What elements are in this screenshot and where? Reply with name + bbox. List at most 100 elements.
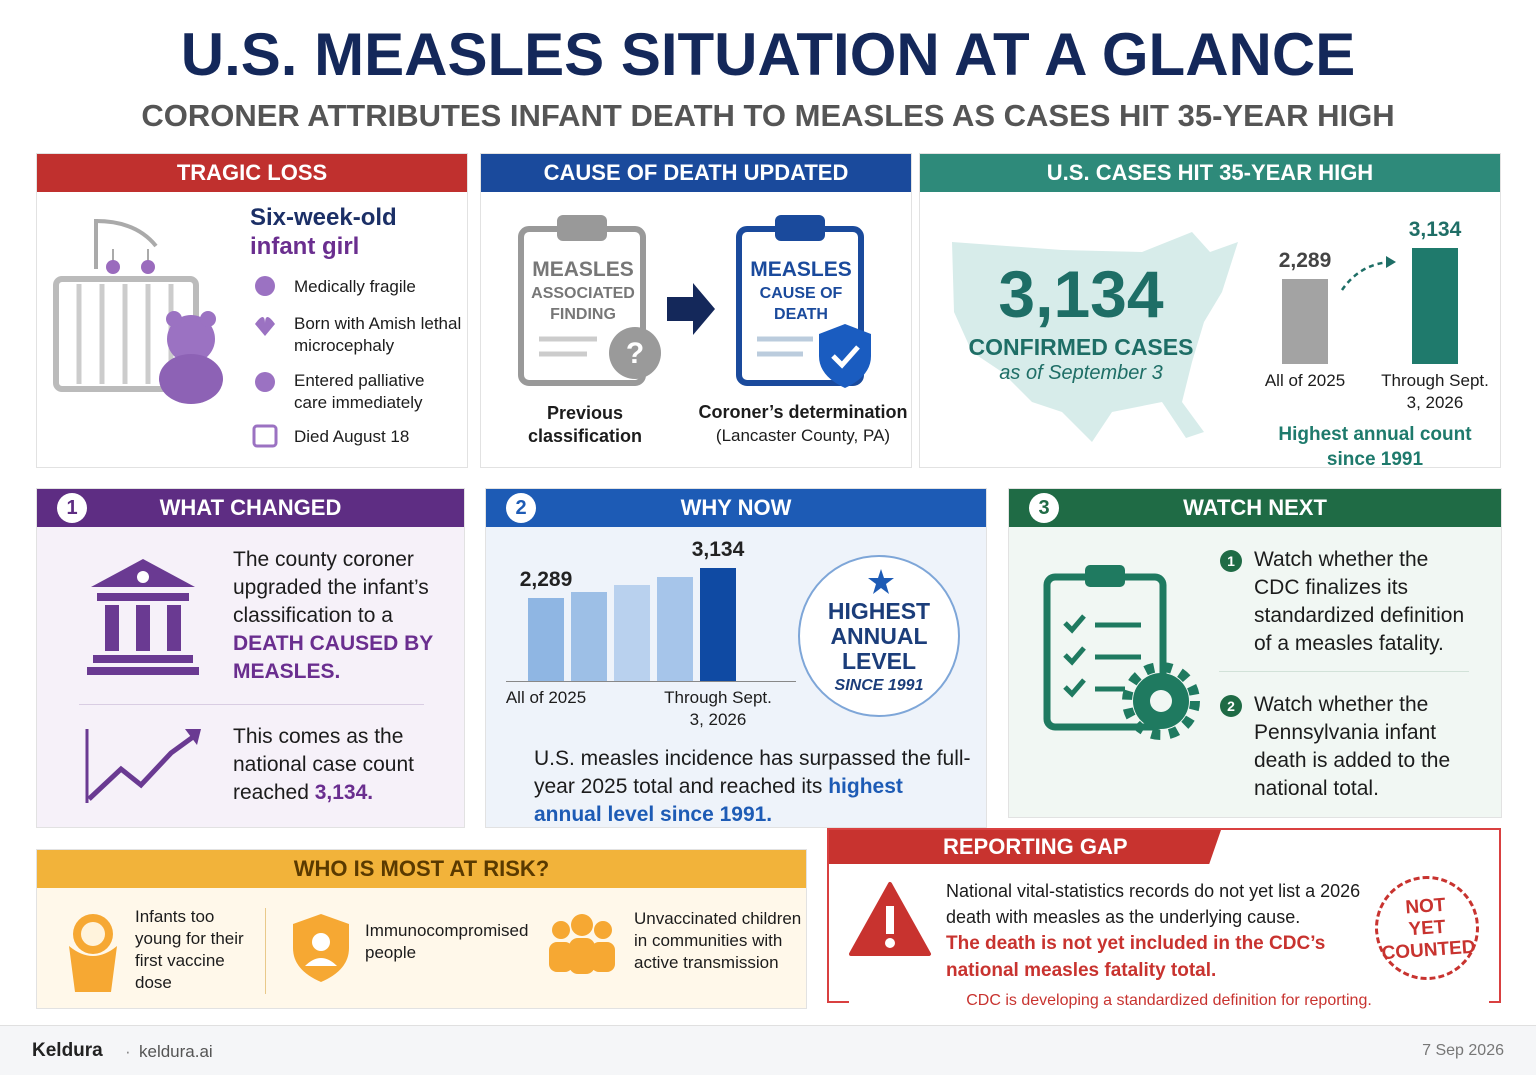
value-label: 2,289 [1278, 249, 1332, 273]
caption: Highest annual count since 1991 [1278, 424, 1472, 470]
panel-number: 2 [506, 493, 536, 523]
divider [265, 908, 266, 994]
badge-line: HIGHEST [827, 598, 931, 624]
watch-next-panel: WATCH NEXT 3 1 Watch whether the CDC fin… [1008, 488, 1502, 818]
checklist-icon [1043, 565, 1200, 740]
value-label: 2,289 [519, 568, 573, 592]
highlight: 3,134. [314, 781, 374, 804]
clipboard-text: ASSOCIATED [531, 285, 635, 302]
category-label: All of 2025 [505, 688, 587, 707]
stamp: NOT YET COUNTED [1371, 872, 1483, 984]
gap-text: National vital-statistics records do not… [946, 881, 1361, 927]
warning-icon [849, 882, 931, 956]
trend-arrow [1340, 256, 1396, 291]
fact: Entered palliative care immediately [294, 371, 425, 412]
subject: Six-week-old [250, 204, 397, 231]
clipboard-text: FINDING [550, 306, 616, 323]
star [868, 569, 894, 594]
what-changed-panel: WHAT CHANGED 1 The county coroner upgrad… [36, 488, 465, 828]
badge-line: ANNUAL [830, 623, 928, 649]
site: keldura.ai [139, 1042, 213, 1061]
bar [700, 568, 736, 681]
divider [79, 704, 424, 705]
big-note: as of September 3 [999, 362, 1163, 384]
panel-heading: TRAGIC LOSS [37, 154, 467, 192]
change-text: This comes as the national case count re… [233, 723, 448, 807]
heading-text: WATCH NEXT [1183, 495, 1327, 520]
heading-text: WHY NOW [680, 495, 792, 520]
risk-group: Infants too young for their first vaccin… [135, 907, 244, 992]
panel-heading: U.S. CASES HIT 35-YEAR HIGH [920, 154, 1500, 192]
highlight: DEATH CAUSED BY MEASLES. [233, 632, 433, 683]
cases-chart: 2,289 All of 2025 3,134 Through Sept. 3, 20… [1256, 204, 1496, 412]
badge: HIGHEST ANNUAL LEVEL SINCE 1991 [798, 555, 960, 717]
change-text: The county coroner upgraded the infant’s… [233, 546, 455, 686]
separator: · [125, 1042, 131, 1061]
big-number: 3,134 [998, 257, 1164, 331]
crib-icon [53, 219, 223, 404]
trend-icon [85, 729, 201, 803]
text: U.S. measles incidence has surpassed the… [534, 747, 971, 798]
clipboard-title: MEASLES [750, 258, 852, 281]
panel-number: 3 [1029, 493, 1059, 523]
clipboard-text: CAUSE OF [759, 285, 843, 302]
text: This comes as the national case count re… [233, 725, 414, 804]
category-label: All of 2025 [1264, 371, 1346, 390]
panel-heading: WHY NOW [486, 489, 986, 527]
reporting-gap-panel: REPORTING GAP National vital-statistics … [827, 828, 1501, 1010]
bar [528, 598, 564, 681]
footnote: CDC is developing a standardized definit… [849, 992, 1489, 1010]
heading-text: WHAT CHANGED [159, 495, 342, 520]
divider [1219, 671, 1469, 672]
cases-panel: U.S. CASES HIT 35-YEAR HIGH 3,134 CONFIR… [919, 153, 1501, 470]
bar [657, 576, 693, 681]
bar [614, 584, 650, 681]
footer: Keldura · keldura.ai 7 Sep 2026 [0, 1025, 1536, 1075]
clipboard-text: DEATH [774, 306, 828, 323]
why-chart: 2,289 All of 2025 3,134 Through Sept. 3, 20… [506, 538, 796, 729]
brand: Keldura [32, 1040, 103, 1061]
panel-heading: CAUSE OF DEATH UPDATED [481, 154, 911, 192]
value-label: 3,134 [691, 538, 745, 561]
panel-heading: WHO IS MOST AT RISK? [37, 850, 806, 888]
panel-heading: WHAT CHANGED [37, 489, 464, 527]
panel-heading: WATCH NEXT [1009, 489, 1501, 527]
fact: Born with Amish lethal microcephaly [294, 314, 462, 355]
panel-heading: REPORTING GAP [829, 830, 1221, 864]
clipboard-icons: ? [518, 215, 871, 388]
fact: Medically fragile [294, 277, 416, 296]
item-number: 2 [1220, 695, 1242, 717]
clipboard-title: MEASLES [532, 258, 634, 281]
date: 7 Sep 2026 [1422, 1042, 1504, 1059]
subtitle: CORONER ATTRIBUTES INFANT DEATH TO MEASL… [141, 98, 1395, 133]
badge-text: HIGHEST ANNUAL LEVEL [800, 599, 958, 674]
fact-icons [252, 276, 278, 448]
at-risk-panel: WHO IS MOST AT RISK? Infants too young f… [36, 849, 807, 1009]
subject: infant girl [250, 233, 360, 260]
us-map [952, 232, 1238, 442]
caption-note: (Lancaster County, PA) [715, 426, 891, 445]
big-label: CONFIRMED CASES [968, 334, 1194, 360]
group-icon [549, 914, 615, 974]
caption: Previous classification [527, 403, 643, 446]
category-label: Through Sept. 3, 2026 [664, 688, 772, 729]
title: U.S. MEASLES SITUATION AT A GLANCE [180, 21, 1356, 88]
shield-icon [293, 914, 349, 982]
panel-number: 1 [57, 493, 87, 523]
caption: Coroner’s determination [698, 402, 908, 422]
badge-line: LEVEL [841, 648, 917, 674]
courthouse-icon [87, 559, 199, 675]
risk-group: Immunocompromised people [365, 921, 529, 962]
highlight: highest annual level since 1991. [534, 775, 903, 826]
watch-item: Watch whether the CDC finalizes its stan… [1254, 548, 1465, 655]
text: The county coroner upgraded the infant’s… [233, 548, 429, 627]
fact: Died August 18 [294, 427, 410, 446]
risk-group: Unvaccinated children in communities wit… [634, 909, 802, 972]
why-text: U.S. measles incidence has surpassed the… [534, 745, 974, 829]
category-label: Through Sept. 3, 2026 [1381, 371, 1489, 412]
bar [571, 591, 607, 681]
gap-highlight: The death is not yet included in the CDC… [946, 933, 1326, 981]
value-label: 3,134 [1408, 218, 1462, 241]
why-now-panel: WHY NOW 2 2,289 All of 2025 3,134 Through S… [485, 488, 987, 828]
